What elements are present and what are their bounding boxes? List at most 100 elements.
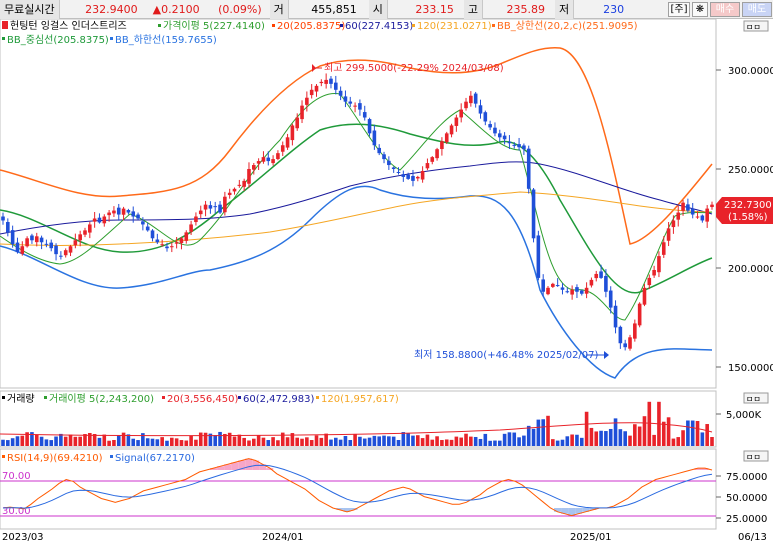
volume-bar	[358, 436, 362, 446]
volume-bar	[647, 401, 652, 446]
volume-bar	[333, 437, 338, 446]
open-value: 233.15	[415, 2, 454, 16]
candle-body	[126, 209, 131, 213]
volume-bar	[107, 440, 111, 446]
volume-bar	[623, 431, 627, 446]
candle-body	[44, 243, 49, 245]
candle-body	[136, 214, 140, 219]
volume-bar	[541, 419, 545, 446]
volume-bar	[652, 434, 656, 446]
price-change: ▲0.2100	[152, 2, 200, 16]
candle-body	[15, 242, 20, 253]
volume-bar	[15, 436, 20, 446]
candle-body	[705, 208, 709, 222]
volume-legend: 거래량 거래이평 5(2,243,200) 20(3,556,450) 60(2…	[2, 393, 762, 421]
candle-body	[329, 78, 333, 84]
volume-bar	[92, 433, 97, 446]
sell-button[interactable]: 매도	[742, 2, 772, 17]
current-price: 232.9400	[85, 2, 138, 16]
rsi-zone-fill	[575, 508, 583, 514]
volume-bar	[584, 411, 589, 446]
candle-body	[661, 242, 666, 255]
volume-bar	[618, 429, 623, 446]
candle-body	[430, 157, 435, 162]
candle-body	[34, 236, 39, 243]
volume-bar	[522, 435, 526, 446]
candle-body	[237, 184, 242, 186]
candle-body	[618, 326, 623, 344]
candle-body	[174, 242, 179, 244]
candle-body	[565, 291, 570, 293]
weekly-button[interactable]: [주]	[668, 2, 690, 17]
candle-body	[30, 235, 34, 241]
candle-body	[507, 141, 512, 144]
candle-body	[150, 230, 155, 239]
volume-bar	[131, 438, 136, 446]
volume-bar	[686, 420, 690, 446]
scroll-button[interactable]: ㅁㅁ	[743, 450, 769, 462]
volume-bar	[290, 433, 295, 446]
volume-bar	[387, 436, 391, 446]
settings-icon[interactable]: ❋	[692, 2, 708, 17]
candle-body	[570, 289, 574, 295]
candle-body	[536, 235, 541, 278]
candle-body	[247, 169, 251, 184]
volume-bar	[59, 433, 63, 446]
volume-bar	[34, 434, 39, 446]
volume-bar	[285, 437, 290, 446]
volume-bar	[141, 433, 145, 446]
rsi-zone-fill	[568, 508, 576, 516]
candle-body	[300, 105, 304, 120]
volume-bar	[184, 440, 189, 446]
volume-bar	[420, 438, 425, 446]
candle-body	[319, 81, 324, 84]
rsi-levels: 70.00 30.00	[0, 471, 716, 517]
candle-body	[406, 174, 410, 179]
candle-body	[411, 175, 415, 181]
svg-text:ㅁㅁ: ㅁㅁ	[746, 453, 761, 462]
volume-bar	[579, 437, 584, 446]
volume-bar	[705, 424, 709, 446]
volume-bar	[174, 438, 179, 446]
volume-bar	[329, 439, 333, 446]
bb-lower-line	[0, 185, 713, 379]
candle-body	[170, 246, 174, 248]
candle-body	[700, 215, 705, 221]
volume-bar	[237, 434, 242, 446]
candle-body	[512, 144, 517, 146]
candle-body	[223, 196, 227, 213]
candle-body	[372, 130, 377, 146]
volume-bar	[710, 436, 714, 446]
candle-body	[83, 230, 87, 235]
volume-bar	[676, 437, 681, 446]
bb-upper-line	[0, 47, 713, 245]
candle-body	[121, 208, 126, 215]
volume-bar	[116, 435, 121, 446]
candle-body	[271, 159, 275, 164]
volume-bar	[372, 435, 377, 446]
volume-bar	[681, 430, 685, 446]
volume-bar	[440, 439, 444, 446]
buy-button[interactable]: 매수	[710, 2, 740, 17]
scroll-button[interactable]: ㅁㅁ	[743, 392, 769, 404]
volume-bar	[401, 432, 406, 446]
volume-bar	[555, 440, 560, 446]
candle-body	[584, 287, 589, 294]
bb-mid-line	[0, 123, 713, 294]
rsi-legend-label: RSI(14,9)(69.4210)	[7, 453, 103, 464]
rsi-level-high: 70.00	[2, 471, 31, 482]
candle-body	[242, 180, 246, 187]
volume-bar	[661, 421, 666, 446]
volume-bar	[343, 436, 348, 446]
signal-line	[2, 464, 713, 509]
candle-body	[1, 216, 5, 221]
volume-bar	[266, 440, 271, 446]
candle-body	[690, 208, 695, 215]
scroll-button[interactable]: ㅁㅁ	[743, 20, 769, 32]
stock-chart: 300.0000 250.0000 200.0000 150.0000 232.…	[0, 19, 773, 542]
candle-body	[695, 216, 700, 218]
candle-body	[165, 246, 169, 249]
candle-body	[145, 226, 150, 231]
candle-body	[333, 82, 338, 90]
candle-body	[314, 85, 319, 92]
